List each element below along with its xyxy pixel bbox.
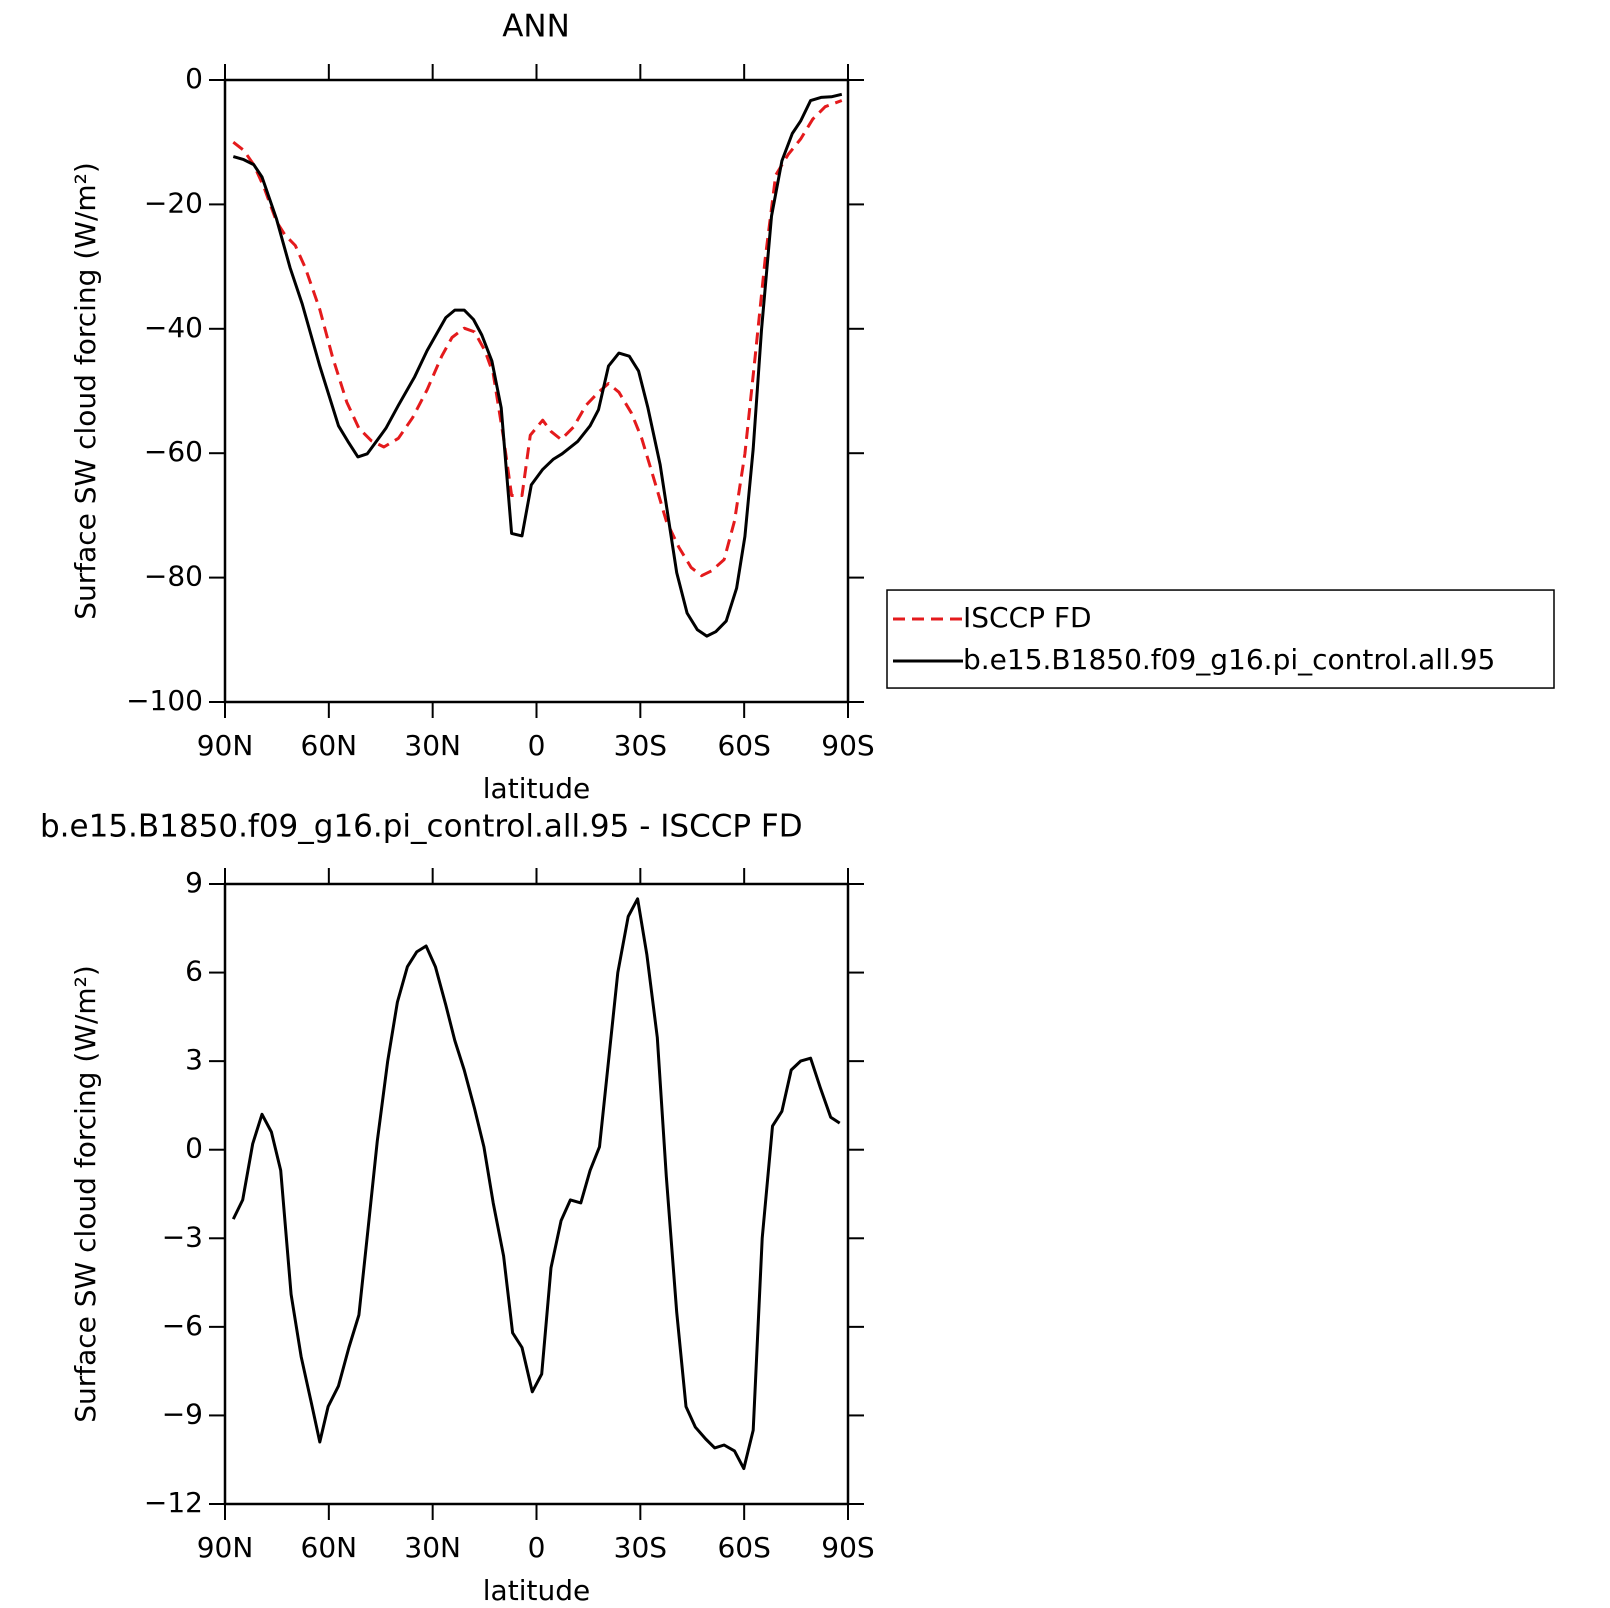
legend-label: ISCCP FD xyxy=(963,601,1092,634)
y-tick-label: 0 xyxy=(185,1132,203,1165)
plot-frame xyxy=(223,882,850,1506)
x-tick-label: 60S xyxy=(717,1531,770,1564)
x-tick-label: 30S xyxy=(614,1531,667,1564)
x-axis-label: latitude xyxy=(483,1574,590,1607)
y-tick-label: −20 xyxy=(144,186,203,219)
y-tick-label: −80 xyxy=(144,560,203,593)
x-tick-label: 0 xyxy=(528,1531,546,1564)
y-tick-label: −60 xyxy=(144,435,203,468)
x-tick-label: 90S xyxy=(821,729,874,762)
x-tick-label: 90S xyxy=(821,1531,874,1564)
y-tick-label: −9 xyxy=(162,1397,203,1430)
y-tick-label: 0 xyxy=(185,62,203,95)
data-line xyxy=(232,92,843,638)
y-tick-label: −6 xyxy=(162,1309,203,1342)
x-tick-label: 30N xyxy=(404,1531,461,1564)
plot-frame xyxy=(223,78,850,704)
x-tick-label: 60N xyxy=(301,729,358,762)
y-tick-label: −3 xyxy=(162,1220,203,1253)
legend-label: b.e15.B1850.f09_g16.pi_control.all.95 xyxy=(963,643,1495,676)
x-tick-label: 60N xyxy=(301,1531,358,1564)
x-tick-label: 90N xyxy=(197,729,254,762)
y-tick-label: −40 xyxy=(144,311,203,344)
y-tick-label: −12 xyxy=(144,1486,203,1519)
y-axis-label: Surface SW cloud forcing (W/m²) xyxy=(69,162,102,620)
x-tick-label: 30N xyxy=(404,729,461,762)
y-tick-label: 6 xyxy=(185,955,203,988)
y-axis-label: Surface SW cloud forcing (W/m²) xyxy=(69,965,102,1423)
chart-title: b.e15.B1850.f09_g16.pi_control.all.95 - … xyxy=(40,809,803,845)
x-tick-label: 30S xyxy=(614,729,667,762)
y-tick-label: −100 xyxy=(126,684,203,717)
x-tick-label: 60S xyxy=(717,729,770,762)
y-tick-label: 3 xyxy=(185,1043,203,1076)
data-line xyxy=(231,897,841,1471)
y-tick-label: 9 xyxy=(185,866,203,899)
x-tick-label: 90N xyxy=(197,1531,254,1564)
x-axis-label: latitude xyxy=(483,772,590,805)
data-line xyxy=(232,99,843,578)
chart-title: ANN xyxy=(502,9,570,45)
x-tick-label: 0 xyxy=(528,729,546,762)
legend-box xyxy=(886,589,1555,689)
